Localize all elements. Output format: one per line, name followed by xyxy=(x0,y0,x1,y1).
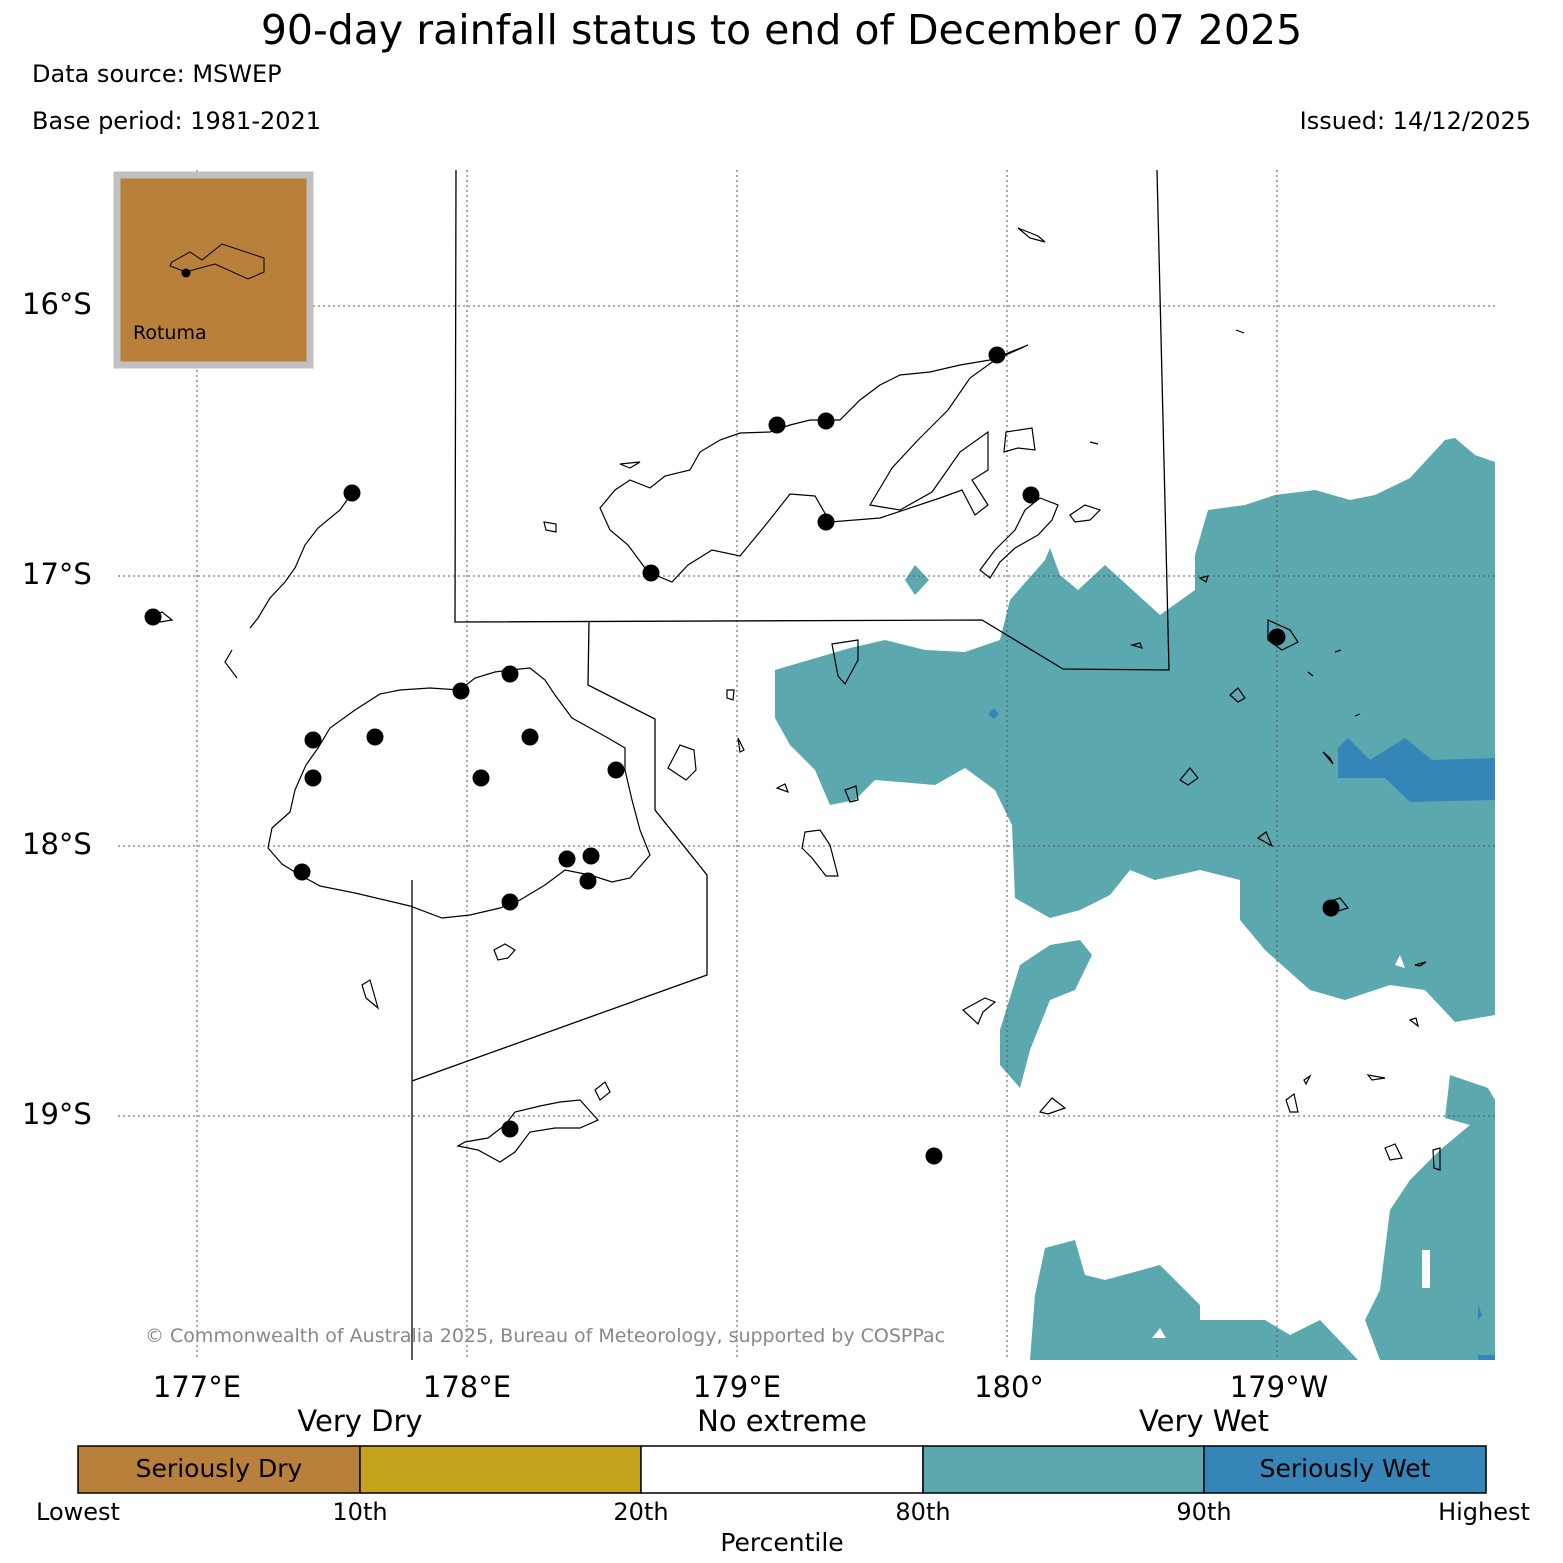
station-marker xyxy=(501,1120,519,1138)
very-wet-region-small xyxy=(905,565,929,595)
station-marker xyxy=(768,416,786,434)
very-wet-region-main xyxy=(775,438,1495,1022)
kadavu-coastline xyxy=(456,1099,599,1163)
map-title: 90-day rainfall status to end of Decembe… xyxy=(260,6,1303,54)
lat-label-18s: 18°S xyxy=(22,827,92,861)
graticule xyxy=(118,170,1495,1360)
legend-swatch-seriously-wet xyxy=(1203,1445,1487,1494)
station-marker xyxy=(343,484,361,502)
legend-swatch-no-extreme xyxy=(640,1445,924,1494)
data-source-label: Data source: MSWEP xyxy=(32,60,282,88)
taveuni-coastline xyxy=(979,497,1059,579)
legend-group-very-dry: Very Dry xyxy=(297,1404,423,1438)
station-marker xyxy=(472,769,490,787)
no-extreme-holes xyxy=(1152,955,1430,1338)
station-marker xyxy=(1022,486,1040,504)
very-wet-region-south xyxy=(1000,940,1092,1088)
vanua-levu-coastline xyxy=(599,344,1029,583)
inset-label: Rotuma xyxy=(133,322,207,344)
legend-swatch-very-dry xyxy=(359,1445,642,1494)
rotuma-inset xyxy=(113,171,314,369)
legend-tick-highest: Highest xyxy=(1438,1498,1530,1526)
station-marker xyxy=(579,872,597,890)
station-marker xyxy=(925,1147,943,1165)
station-marker xyxy=(1268,628,1286,646)
legend-colorbar xyxy=(77,1445,1487,1494)
rainfall-stations xyxy=(144,346,1340,1165)
station-marker xyxy=(642,564,660,582)
station-marker xyxy=(304,731,322,749)
legend-group-very-wet: Very Wet xyxy=(1139,1404,1269,1438)
issued-date-label: Issued: 14/12/2025 xyxy=(1299,107,1531,135)
station-marker xyxy=(501,893,519,911)
legend-group-no-extreme: No extreme xyxy=(697,1404,867,1438)
lon-label-180: 180° xyxy=(974,1370,1044,1404)
lat-label-16s: 16°S xyxy=(22,287,92,321)
copyright-notice: © Commonwealth of Australia 2025, Bureau… xyxy=(145,1325,946,1347)
legend-tick-90th: 90th xyxy=(1176,1498,1232,1526)
station-marker xyxy=(607,761,625,779)
legend-label-seriously-wet: Seriously Wet xyxy=(1259,1454,1431,1483)
yasawa-coastline xyxy=(249,492,353,629)
station-marker xyxy=(521,728,539,746)
legend-tick-80th: 80th xyxy=(895,1498,951,1526)
station-marker xyxy=(452,682,470,700)
station-marker xyxy=(501,665,519,683)
very-wet-region-bottom xyxy=(1030,1240,1358,1360)
station-marker xyxy=(304,769,322,787)
lon-label-179w: 179°W xyxy=(1229,1370,1329,1404)
seriously-wet-region-east xyxy=(1338,738,1495,802)
legend-swatch-very-wet xyxy=(922,1445,1205,1494)
legend-axis-label: Percentile xyxy=(720,1528,844,1557)
lon-label-179e: 179°E xyxy=(692,1370,782,1404)
very-wet-regions xyxy=(775,438,1495,1360)
station-marker xyxy=(366,728,384,746)
station-marker xyxy=(1322,899,1340,917)
seriously-wet-regions xyxy=(988,708,1495,1360)
legend-swatch-seriously-dry xyxy=(77,1445,361,1494)
station-marker xyxy=(817,412,835,430)
station-marker xyxy=(582,847,600,865)
lon-label-177e: 177°E xyxy=(152,1370,242,1404)
lat-label-17s: 17°S xyxy=(22,557,92,591)
station-marker xyxy=(293,863,311,881)
legend-tick-10th: 10th xyxy=(332,1498,388,1526)
station-marker xyxy=(817,513,835,531)
legend-tick-20th: 20th xyxy=(613,1498,669,1526)
division-boundaries xyxy=(411,169,1170,1360)
station-marker xyxy=(144,608,162,626)
legend-tick-lowest: Lowest xyxy=(36,1498,120,1526)
very-wet-region-southeast xyxy=(1365,1075,1495,1360)
legend-label-seriously-dry: Seriously Dry xyxy=(135,1454,303,1483)
base-period-label: Base period: 1981-2021 xyxy=(32,107,322,135)
station-marker xyxy=(988,346,1006,364)
lon-label-178e: 178°E xyxy=(422,1370,512,1404)
station-marker xyxy=(558,850,576,868)
lat-label-19s: 19°S xyxy=(22,1097,92,1131)
station-marker xyxy=(181,268,191,278)
